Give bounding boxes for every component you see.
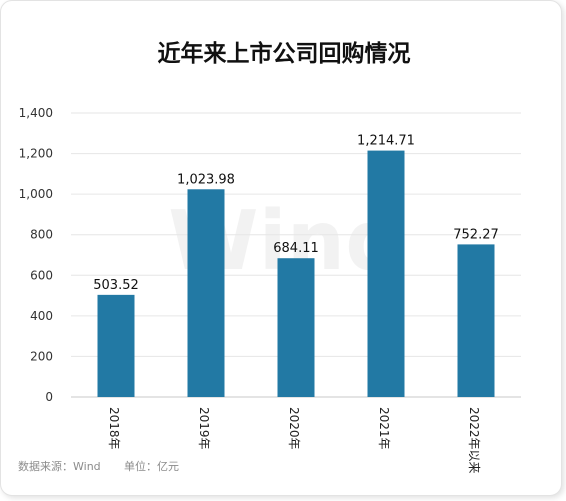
y-tick-label: 600	[30, 268, 53, 282]
y-tick-label: 200	[30, 349, 53, 363]
y-tick-label: 1,200	[19, 147, 53, 161]
x-tick-label: 2019年	[197, 407, 211, 450]
x-tick-label: 2020年	[287, 407, 301, 450]
chart-title: 近年来上市公司回购情况	[158, 40, 411, 67]
x-axis-ticks: 2018年 2019年 2020年 2021年 2022年以来	[107, 407, 481, 474]
x-tick-label: 2022年以来	[467, 407, 481, 474]
y-tick-label: 1,400	[19, 106, 53, 120]
bar-value-label: 1,023.98	[177, 172, 235, 187]
bar-value-label: 1,214.71	[357, 134, 415, 149]
bars	[97, 150, 495, 397]
value-labels: 503.52 1,023.98 684.11 1,214.71 752.27	[93, 134, 499, 293]
y-tick-label: 800	[30, 228, 53, 242]
source-note: 数据来源：Wind	[18, 459, 101, 473]
y-tick-label: 400	[30, 309, 53, 323]
bar	[367, 150, 405, 397]
x-tick-label: 2021年	[377, 407, 391, 450]
x-tick-label: 2018年	[107, 407, 121, 450]
y-tick-label: 0	[45, 390, 53, 404]
y-axis-ticks: 0 200 400 600 800 1,000 1,200 1,400	[19, 106, 53, 404]
bar	[277, 258, 315, 397]
bar-value-label: 684.11	[273, 241, 319, 256]
bar	[457, 244, 495, 397]
bar-value-label: 752.27	[453, 227, 499, 242]
y-tick-label: 1,000	[19, 187, 53, 201]
bar	[187, 189, 225, 397]
unit-note: 单位：亿元	[124, 459, 179, 473]
bar	[97, 294, 135, 397]
bar-value-label: 503.52	[93, 278, 139, 293]
